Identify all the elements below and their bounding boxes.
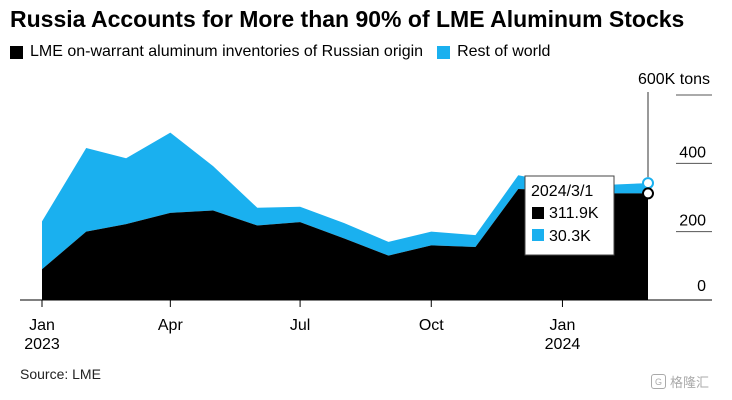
x-tick-label: Oct — [419, 317, 444, 334]
tooltip-swatch-russia — [532, 207, 544, 219]
y-tick-label: 0 — [697, 278, 706, 295]
x-tick-label: Jan — [550, 317, 576, 334]
series-area-rest-of-world — [42, 132, 648, 270]
legend-swatch-russia — [10, 45, 23, 59]
x-tick-label: Jan — [29, 317, 55, 334]
watermark-text: 格隆汇 — [670, 375, 710, 390]
legend-item-rest: Rest of world — [437, 43, 550, 61]
x-axis: Jan 2023 Apr Jul Oct Jan 2024 — [20, 299, 712, 353]
chart-title: Russia Accounts for More than 90% of LME… — [10, 6, 685, 32]
y-tick-label: 400 — [679, 144, 706, 161]
highlight-point-rest — [642, 177, 654, 190]
tooltip-date: 2024/3/1 — [531, 183, 593, 200]
series-area-russian-origin — [42, 188, 648, 300]
x-tick-label: Apr — [158, 317, 184, 334]
legend-swatch-rest — [437, 45, 451, 59]
watermark: G 格隆汇 — [651, 372, 709, 391]
legend-item-russia: LME on-warrant aluminum inventories of R… — [10, 43, 423, 61]
source-note: Source: LME — [20, 366, 101, 382]
tooltip-swatch-rest — [532, 229, 544, 241]
gridlines — [676, 94, 712, 233]
x-tick-label: Jul — [290, 317, 310, 334]
legend-label-russia: LME on-warrant aluminum inventories of R… — [30, 43, 424, 60]
tooltip: 2024/3/1 311.9K 30.3K — [524, 92, 654, 256]
legend: LME on-warrant aluminum inventories of R… — [10, 43, 564, 61]
area-layer — [42, 132, 648, 300]
highlight-point-russia — [642, 187, 654, 200]
x-tick-year-label: 2023 — [24, 336, 60, 353]
x-tick-year-label: 2024 — [545, 336, 581, 353]
y-axis-unit-label: 600K tons — [638, 71, 710, 88]
legend-label-rest: Rest of world — [457, 43, 551, 60]
watermark-logo-icon: G — [651, 374, 666, 389]
tooltip-value-rest: 30.3K — [549, 228, 591, 245]
y-axis: 0 200 400 600K tons — [638, 71, 710, 295]
y-tick-label: 200 — [679, 213, 706, 230]
tooltip-value-russia: 311.9K — [549, 205, 599, 222]
